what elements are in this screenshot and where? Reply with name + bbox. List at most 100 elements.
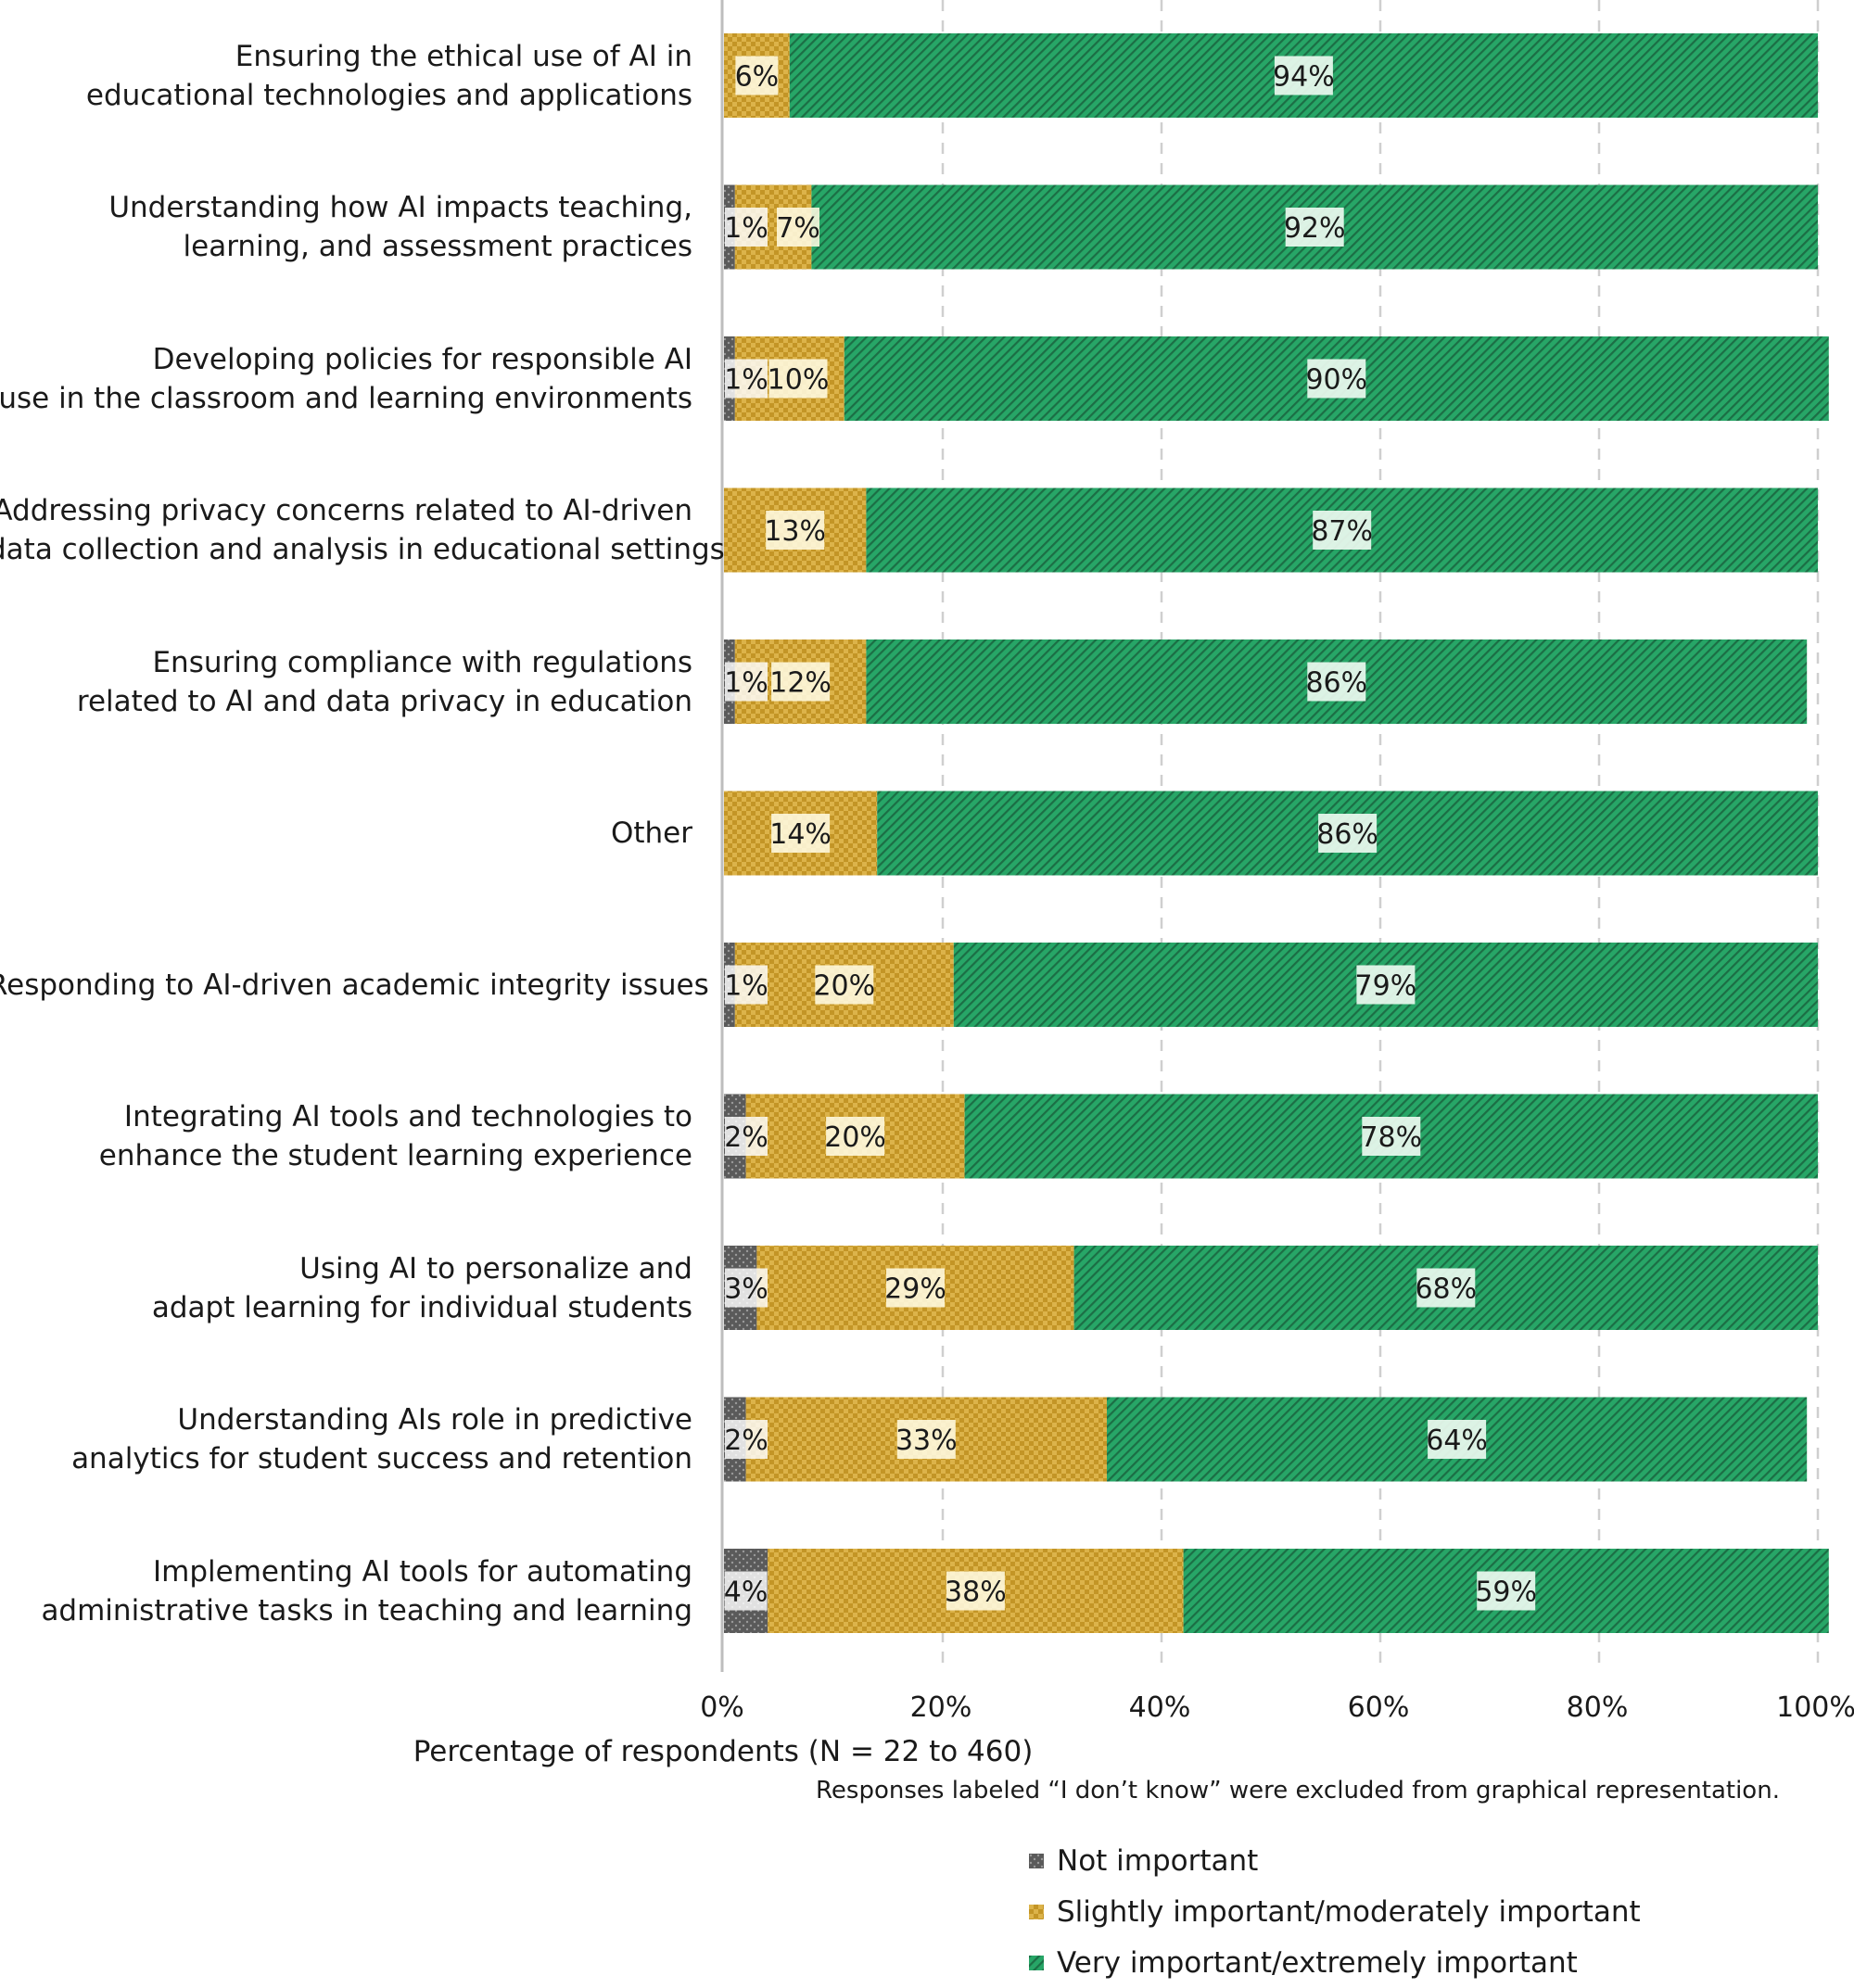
data-label-background	[1356, 965, 1416, 1005]
data-label-background	[725, 1117, 768, 1156]
category-label-line: Using AI to personalize and	[299, 1251, 692, 1285]
data-label-background	[725, 359, 768, 399]
data-label: 68%	[1415, 1273, 1477, 1306]
data-label-background	[724, 1571, 768, 1611]
data-label-background	[1416, 1268, 1476, 1308]
category-label-line: Ensuring the ethical use of AI in	[235, 39, 692, 73]
data-label: 29%	[884, 1273, 946, 1306]
x-tick-label: 80%	[1566, 1691, 1629, 1724]
data-label-background	[725, 662, 768, 702]
data-label: 79%	[1355, 970, 1417, 1003]
data-label-background	[946, 1571, 1005, 1611]
legend: Not important Slightly important/moderate…	[1029, 1835, 1641, 1988]
legend-item: Slightly important/moderately important	[1029, 1886, 1641, 1937]
data-label-background	[1477, 1571, 1536, 1611]
data-label: 2%	[724, 1425, 768, 1457]
category-label-line: Integrating AI tools and technologies to	[123, 1100, 692, 1133]
category-label-line: analytics for student success and retent…	[71, 1442, 692, 1475]
legend-swatch	[1029, 1955, 1044, 1970]
data-label: 20%	[824, 1121, 886, 1154]
data-label-background	[826, 1117, 885, 1156]
category-label: Addressing privacy concerns related to A…	[0, 491, 725, 569]
data-label-background	[1274, 56, 1333, 95]
category-label: Using AI to personalize and adapt learnin…	[0, 1249, 692, 1327]
data-label-background	[725, 1420, 768, 1459]
data-label-background	[768, 359, 828, 399]
chart-note: Responses labeled “I don’t know” were ex…	[816, 1777, 1780, 1804]
data-label: 33%	[895, 1425, 958, 1457]
category-label-line: Understanding how AI impacts teaching,	[108, 191, 692, 224]
category-label-line: administrative tasks in teaching and lea…	[41, 1593, 692, 1627]
data-label: 14%	[769, 818, 832, 851]
category-label-line: Ensuring compliance with regulations	[152, 645, 692, 679]
category-label-line: use in the classroom and learning enviro…	[0, 381, 692, 415]
data-label: 10%	[768, 364, 830, 397]
category-label-line: Other	[610, 817, 692, 850]
category-label: Understanding how AI impacts teaching, le…	[0, 188, 692, 266]
category-label: Ensuring compliance with regulations rela…	[0, 643, 692, 721]
data-label: 20%	[813, 970, 875, 1003]
category-label-line: Developing policies for responsible AI	[152, 342, 692, 376]
data-label-background	[725, 1268, 768, 1308]
x-tick-label: 40%	[1128, 1691, 1191, 1724]
category-label-line: educational technologies and application…	[85, 78, 692, 112]
data-label-background	[725, 965, 768, 1005]
category-label-line: data collection and analysis in educatio…	[0, 533, 725, 566]
data-label-background	[815, 965, 874, 1005]
data-label: 59%	[1475, 1576, 1537, 1609]
data-label: 3%	[724, 1273, 768, 1306]
legend-swatch	[1029, 1904, 1044, 1919]
data-label-background	[1362, 1117, 1421, 1156]
data-label: 94%	[1273, 61, 1335, 94]
data-label: 78%	[1360, 1121, 1422, 1154]
data-label: 1%	[724, 970, 768, 1003]
x-tick-label: 60%	[1347, 1691, 1410, 1724]
category-label-line: Responding to AI-driven academic integri…	[0, 968, 709, 1002]
legend-item: Not important	[1029, 1835, 1641, 1886]
legend-swatch	[1029, 1853, 1044, 1868]
data-label-background	[886, 1268, 945, 1308]
data-label: 7%	[776, 212, 820, 245]
data-label-background	[1318, 814, 1378, 853]
category-label-line: learning, and assessment practices	[183, 230, 692, 263]
category-label: Developing policies for responsible AI us…	[0, 340, 692, 418]
data-label: 86%	[1316, 818, 1378, 851]
category-label-line: Addressing privacy concerns related to A…	[0, 494, 692, 527]
data-label-background	[1307, 662, 1366, 702]
data-label: 6%	[735, 61, 780, 94]
legend-label: Not important	[1057, 1843, 1259, 1878]
data-label-background	[1313, 511, 1372, 550]
data-label-background	[735, 56, 779, 95]
category-label-line: adapt learning for individual students	[151, 1290, 692, 1324]
x-tick-label: 0%	[700, 1691, 744, 1724]
data-label: 12%	[769, 667, 832, 700]
data-label: 2%	[724, 1121, 768, 1154]
data-label: 92%	[1284, 212, 1346, 245]
category-label: Implementing AI tools for automating admi…	[0, 1552, 692, 1630]
data-label-background	[777, 208, 819, 247]
data-label: 13%	[764, 515, 826, 548]
category-label-line: Implementing AI tools for automating	[152, 1554, 692, 1589]
data-label-background	[1285, 208, 1344, 247]
data-label: 38%	[945, 1576, 1007, 1609]
x-tick-label: 100%	[1776, 1691, 1854, 1724]
category-label: Ensuring the ethical use of AI in educati…	[0, 37, 692, 115]
x-axis-label: Percentage of respondents (N = 22 to 460…	[413, 1735, 1034, 1768]
data-label-background	[1428, 1420, 1487, 1459]
data-label: 1%	[724, 667, 768, 700]
category-label: Responding to AI-driven academic integri…	[0, 966, 709, 1005]
category-label: Understanding AIs role in predictive anal…	[0, 1400, 692, 1478]
category-label: Other	[0, 814, 692, 853]
data-label: 87%	[1311, 515, 1373, 548]
legend-label: Very important/extremely important	[1057, 1945, 1578, 1980]
data-label-background	[725, 208, 768, 247]
data-label: 1%	[724, 212, 768, 245]
data-label: 4%	[724, 1576, 768, 1609]
category-label: Integrating AI tools and technologies to…	[0, 1097, 692, 1175]
legend-item: Very important/extremely important	[1029, 1937, 1641, 1988]
data-label-background	[896, 1420, 956, 1459]
data-label: 64%	[1426, 1425, 1488, 1457]
category-label-line: Understanding AIs role in predictive	[177, 1403, 692, 1437]
data-label-background	[766, 511, 825, 550]
